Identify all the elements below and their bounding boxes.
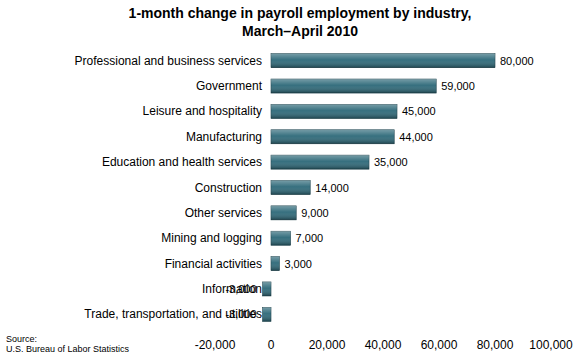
title: 1-month change in payroll employment by … <box>129 5 472 21</box>
data-label: 44,000 <box>399 131 433 143</box>
bar <box>271 181 310 195</box>
data-label: 80,000 <box>500 55 534 67</box>
data-label: 3,000 <box>284 258 312 270</box>
bars <box>263 54 495 322</box>
bar-shade <box>271 79 436 93</box>
data-label: -3,000 <box>225 283 256 295</box>
bar-shade <box>263 307 271 321</box>
category-label: Financial activities <box>165 257 262 271</box>
category-label: Information <box>202 282 262 296</box>
chart: 1-month change in payroll employment by … <box>0 0 580 360</box>
bar <box>271 257 279 271</box>
category-label: Education and health services <box>102 155 262 169</box>
category-label: Professional and business services <box>75 54 262 68</box>
bar-shade <box>271 231 291 245</box>
category-label: Other services <box>185 206 262 220</box>
data-label: 35,000 <box>374 156 408 168</box>
bar-shade <box>271 257 279 271</box>
bar-shade <box>271 181 310 195</box>
bar <box>263 307 271 321</box>
tick-label: 60,000 <box>421 338 458 352</box>
category-label: Mining and logging <box>161 231 262 245</box>
source-note: U.S. Bureau of Labor Statistics <box>6 344 130 354</box>
bar-shade <box>263 282 271 296</box>
bar-shade <box>271 104 397 118</box>
bar <box>271 79 436 93</box>
bar-shade <box>271 206 296 220</box>
category-label: Trade, transportation, and utilities <box>84 307 262 321</box>
tick-label: 80,000 <box>477 338 514 352</box>
bar-shade <box>271 130 394 144</box>
bar <box>271 130 394 144</box>
data-label: 14,000 <box>315 182 349 194</box>
bar <box>271 155 369 169</box>
tick-label: 100,000 <box>529 338 573 352</box>
data-label: 45,000 <box>402 105 436 117</box>
tick-label: 0 <box>268 338 275 352</box>
category-label: Government <box>196 79 263 93</box>
bar <box>271 54 495 68</box>
category-label: Construction <box>195 181 262 195</box>
bar <box>271 231 291 245</box>
bar-shade <box>271 155 369 169</box>
data-label: 59,000 <box>441 80 475 92</box>
tick-label: -20,000 <box>195 338 236 352</box>
bar-shade <box>271 54 495 68</box>
category-label: Leisure and hospitality <box>143 104 262 118</box>
data-label: -3,000 <box>225 308 256 320</box>
source-note: Source: <box>6 334 37 344</box>
tick-label: 20,000 <box>309 338 346 352</box>
tick-label: 40,000 <box>365 338 402 352</box>
subtitle: March–April 2010 <box>242 23 358 39</box>
category-label: Manufacturing <box>186 130 262 144</box>
bar <box>271 206 296 220</box>
data-label: 7,000 <box>296 232 324 244</box>
bar <box>271 104 397 118</box>
bar <box>263 282 271 296</box>
data-label: 9,000 <box>301 207 329 219</box>
